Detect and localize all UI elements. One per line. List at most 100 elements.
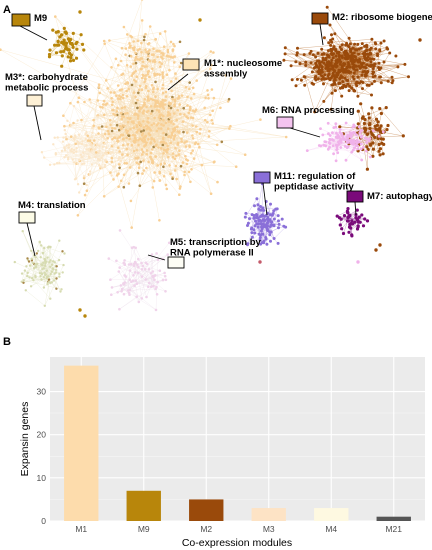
network-node xyxy=(77,133,81,136)
network-node xyxy=(82,48,86,52)
network-node xyxy=(90,136,93,139)
network-node xyxy=(44,273,47,276)
network-node xyxy=(27,260,31,263)
network-node xyxy=(229,77,233,80)
network-node xyxy=(316,70,320,74)
network-node xyxy=(347,89,351,93)
network-node xyxy=(355,138,359,142)
network-node xyxy=(326,121,330,125)
network-node xyxy=(136,117,140,120)
network-node xyxy=(101,154,105,157)
network-node xyxy=(322,61,326,65)
network-node xyxy=(179,61,183,65)
network-node xyxy=(83,193,87,197)
network-node xyxy=(253,224,257,228)
network-node xyxy=(250,231,254,235)
network-node xyxy=(401,134,405,138)
network-node xyxy=(178,40,182,44)
network-node xyxy=(147,281,151,285)
network-node xyxy=(320,65,324,69)
network-node xyxy=(151,161,155,165)
network-node xyxy=(340,75,344,79)
network-node xyxy=(78,10,82,14)
network-node xyxy=(143,98,146,101)
network-node xyxy=(55,43,59,47)
network-node xyxy=(128,278,131,282)
network-node xyxy=(167,120,170,123)
nodes-m6 xyxy=(305,121,385,163)
network-node xyxy=(342,214,347,218)
network-node xyxy=(76,100,80,104)
network-node xyxy=(341,70,345,74)
network-node xyxy=(67,51,72,55)
network-node xyxy=(376,52,379,56)
network-node xyxy=(34,263,37,266)
network-node xyxy=(265,242,269,246)
network-node xyxy=(243,215,247,219)
network-node xyxy=(309,49,313,53)
network-node xyxy=(333,89,337,93)
network-node xyxy=(352,51,356,55)
network-node xyxy=(349,48,353,52)
network-node xyxy=(100,156,103,159)
network-node xyxy=(156,55,159,59)
network-node xyxy=(363,117,367,122)
network-node xyxy=(63,252,66,255)
network-node xyxy=(85,189,89,192)
network-node xyxy=(188,145,191,149)
network-node xyxy=(322,143,326,147)
network-node xyxy=(295,51,299,55)
network-node xyxy=(152,284,155,288)
network-node xyxy=(342,63,346,67)
network-node xyxy=(356,144,359,148)
network-node xyxy=(360,213,364,217)
network-node xyxy=(322,82,325,86)
network-node xyxy=(331,131,334,135)
network-node xyxy=(120,46,124,50)
network-node xyxy=(234,165,238,168)
network-node xyxy=(110,174,113,177)
network-node xyxy=(162,45,166,48)
panel-a-letter: A xyxy=(3,4,11,16)
network-node xyxy=(112,143,115,146)
network-node xyxy=(345,51,349,55)
network-node xyxy=(122,137,125,141)
network-node xyxy=(137,166,141,169)
network-node xyxy=(330,49,333,53)
network-node xyxy=(171,177,174,180)
network-node xyxy=(136,58,139,61)
network-node xyxy=(117,185,120,188)
network-node xyxy=(160,100,163,104)
network-node xyxy=(42,261,45,264)
network-node xyxy=(358,130,362,134)
network-node xyxy=(369,155,372,159)
x-ticks: M1 M9 M2 M3 M4 M21 xyxy=(75,524,402,534)
network-node xyxy=(89,170,92,173)
network-node xyxy=(119,159,123,163)
network-node xyxy=(60,149,64,153)
network-node xyxy=(320,70,324,74)
module-label-text: assembly xyxy=(204,69,248,80)
network-node xyxy=(73,161,76,164)
network-node xyxy=(118,266,121,269)
network-node xyxy=(166,114,170,117)
network-node xyxy=(359,135,363,139)
network-node xyxy=(209,50,213,53)
network-node xyxy=(246,242,250,246)
network-node xyxy=(109,91,113,94)
network-node xyxy=(132,91,136,94)
network-node xyxy=(128,42,131,45)
network-node xyxy=(175,118,179,122)
network-node xyxy=(337,55,341,59)
network-node xyxy=(118,229,122,232)
network-node xyxy=(150,148,154,151)
network-node xyxy=(115,259,118,263)
network-node xyxy=(101,132,104,136)
network-node xyxy=(377,66,381,69)
network-node xyxy=(304,60,308,64)
network-node xyxy=(367,139,371,143)
network-node xyxy=(187,111,191,114)
network-node xyxy=(85,144,88,147)
network-node xyxy=(335,131,338,135)
